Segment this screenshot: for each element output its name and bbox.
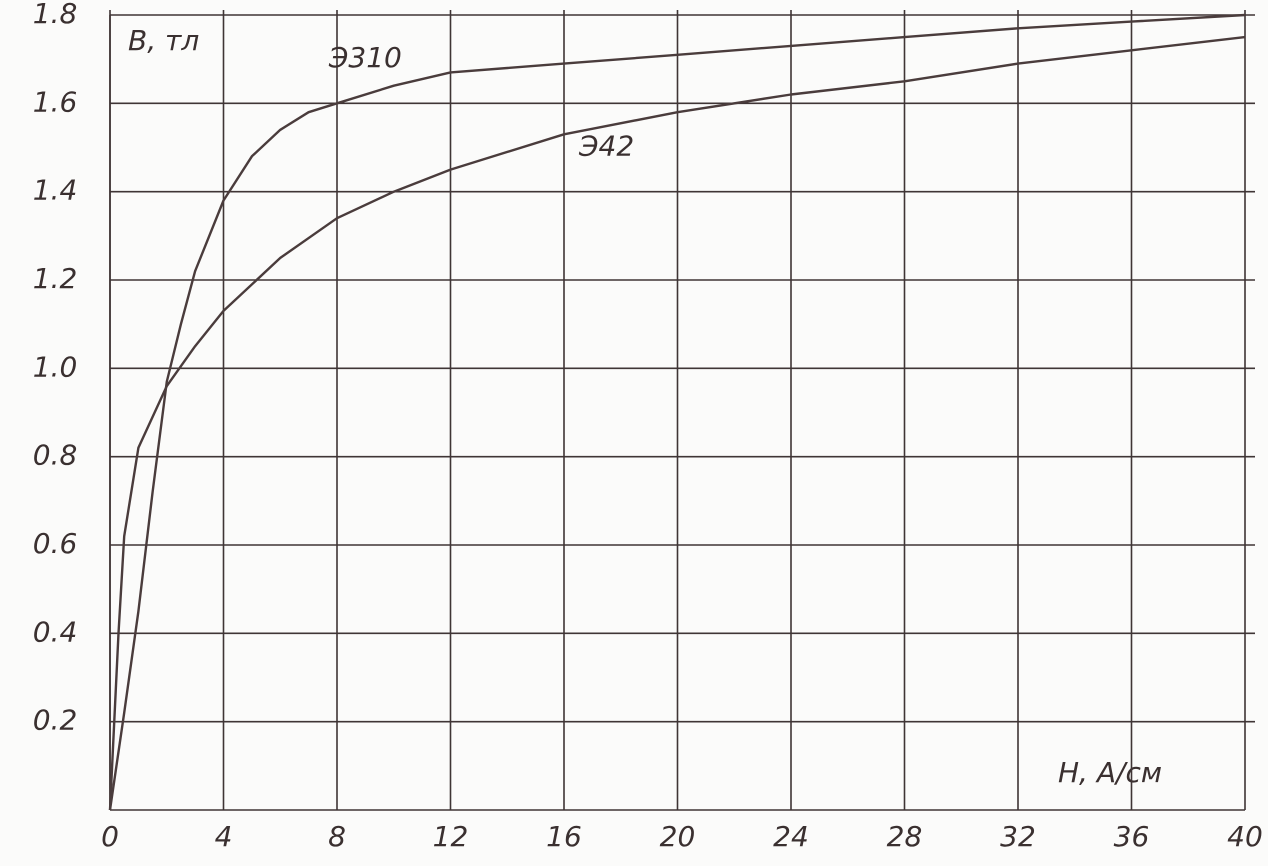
y-tick-label: 0.8 <box>33 439 78 472</box>
x-tick-label: 12 <box>433 820 469 853</box>
x-tick-label: 32 <box>1000 820 1036 853</box>
x-tick-label: 16 <box>546 820 582 853</box>
x-tick-label: 0 <box>101 820 119 853</box>
y-tick-label: 1.4 <box>33 174 78 207</box>
y-tick-label: 1.2 <box>33 262 78 295</box>
series-label: Э42 <box>578 130 634 163</box>
x-tick-label: 20 <box>660 820 696 853</box>
line <box>108 35 1246 811</box>
y-tick-label: 1.0 <box>33 350 78 383</box>
x-tick-label: 40 <box>1227 820 1263 853</box>
series-label: Э310 <box>328 41 402 74</box>
y-tick-label: 1.6 <box>33 85 78 118</box>
x-tick-label: 8 <box>328 820 346 853</box>
x-tick-label: 36 <box>1114 820 1150 853</box>
x-tick-label: 28 <box>887 820 923 853</box>
y-axis-label: B, тл <box>128 24 199 57</box>
x-tick-label: 4 <box>215 820 233 853</box>
y-tick-label: 0.4 <box>33 615 78 648</box>
x-tick-label: 24 <box>773 820 809 853</box>
y-tick-label: 1.8 <box>33 0 78 30</box>
x-axis-label: H, А/см <box>1058 756 1162 789</box>
y-tick-label: 0.6 <box>33 527 78 560</box>
line <box>108 13 1246 811</box>
y-tick-label: 0.2 <box>33 704 78 737</box>
